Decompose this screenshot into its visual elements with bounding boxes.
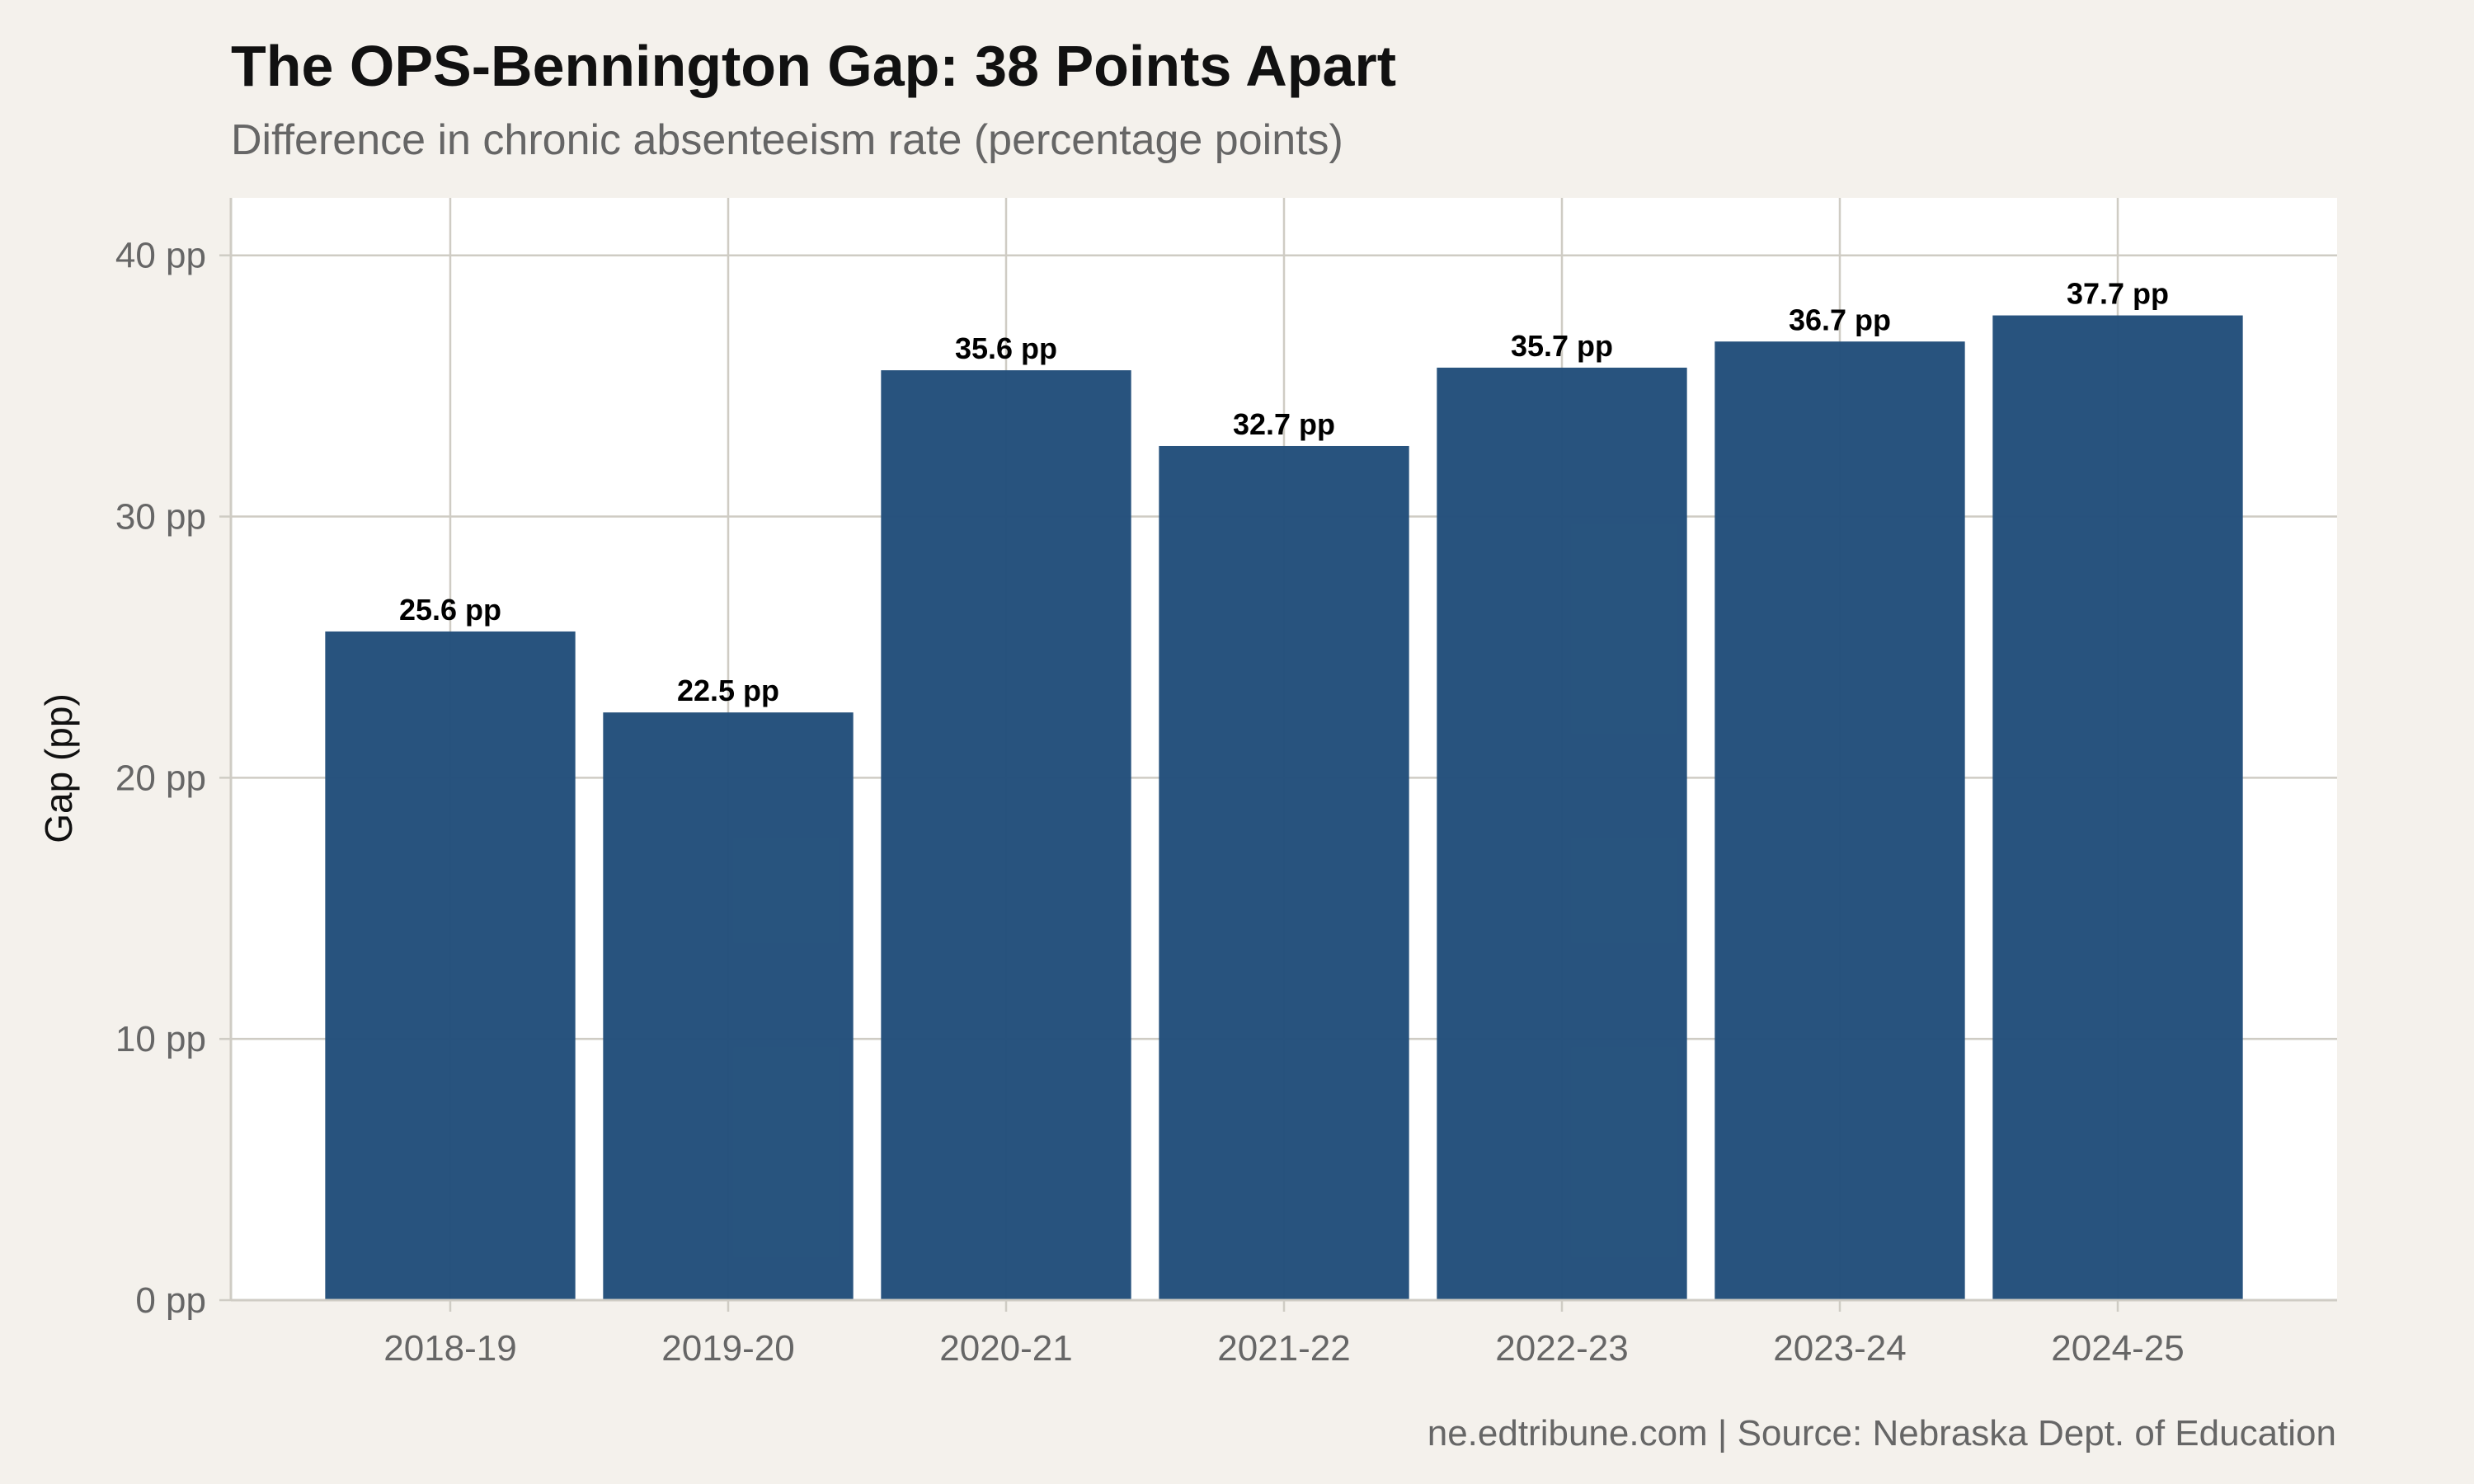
- bars: [325, 315, 2243, 1301]
- bar-2019-20: [603, 712, 854, 1300]
- data-labels: 25.6 pp 22.5 pp 35.6 pp 32.7 pp 35.7 pp 36.7 …: [399, 277, 2169, 708]
- x-tick-label: 2024-25: [2051, 1328, 2184, 1369]
- chart-title: The OPS-Bennington Gap: 38 Points Apart: [231, 34, 1397, 98]
- data-label: 35.6 pp: [955, 331, 1057, 365]
- y-tick-label: 0 pp: [135, 1280, 206, 1321]
- y-tick-label: 10 pp: [115, 1019, 206, 1059]
- data-label: 32.7 pp: [1233, 407, 1335, 441]
- bar-2020-21: [881, 370, 1131, 1301]
- bar-2021-22: [1159, 445, 1409, 1300]
- x-tick-label: 2023-24: [1773, 1328, 1906, 1369]
- bar-2018-19: [325, 631, 576, 1300]
- bar-2023-24: [1714, 341, 1965, 1300]
- x-tick-label: 2022-23: [1495, 1328, 1628, 1369]
- bar-2022-23: [1437, 367, 1687, 1300]
- data-label: 35.7 pp: [1511, 329, 1613, 363]
- data-label: 37.7 pp: [2067, 277, 2169, 311]
- y-axis-title: Gap (pp): [37, 693, 80, 843]
- x-tick-label: 2018-19: [383, 1328, 516, 1369]
- y-tick-label: 40 pp: [115, 236, 206, 276]
- x-tick-label: 2020-21: [939, 1328, 1072, 1369]
- data-label: 36.7 pp: [1789, 303, 1891, 336]
- data-label: 25.6 pp: [399, 593, 501, 627]
- bar-2024-25: [1992, 315, 2243, 1301]
- x-tick-label: 2021-22: [1217, 1328, 1350, 1369]
- x-tick-label: 2019-20: [661, 1328, 794, 1369]
- source-caption: ne.edtribune.com | Source: Nebraska Dept…: [1427, 1413, 2336, 1453]
- axes: 0 pp 10 pp 20 pp 30 pp 40 pp 2018-19 2019-20 20…: [115, 198, 2337, 1369]
- chart-subtitle: Difference in chronic absenteeism rate (…: [231, 116, 1343, 164]
- y-tick-label: 30 pp: [115, 497, 206, 538]
- y-tick-label: 20 pp: [115, 758, 206, 798]
- data-label: 22.5 pp: [677, 674, 779, 707]
